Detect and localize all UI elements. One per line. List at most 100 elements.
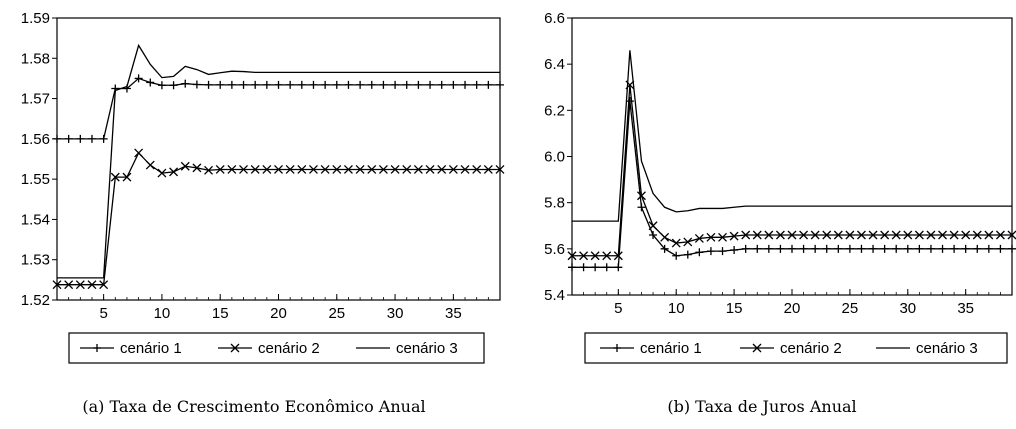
cross-marker <box>822 230 832 240</box>
plus-marker <box>857 244 866 253</box>
plus-marker <box>579 263 588 272</box>
plus-marker <box>753 244 762 253</box>
plus-marker <box>239 80 248 89</box>
cross-marker <box>437 165 447 174</box>
plus-marker <box>356 80 365 89</box>
plot-frame <box>56 17 501 301</box>
legend-label: cenário 1 <box>640 340 702 357</box>
plus-marker <box>718 247 727 256</box>
plus-marker <box>869 244 878 253</box>
cross-marker <box>671 238 681 248</box>
cross-marker <box>472 165 482 174</box>
chart-a-caption: (a) Taxa de Crescimento Econômico Anual <box>82 397 426 416</box>
plus-marker <box>157 81 166 90</box>
legend: cenário 1 cenário 2 cenário 3 <box>68 332 485 364</box>
cross-marker <box>903 230 913 240</box>
plus-marker <box>437 80 446 89</box>
series-3 <box>572 50 1012 222</box>
cross-marker <box>810 230 820 240</box>
plus-marker <box>764 244 773 253</box>
y-tick-label: 6.6 <box>544 10 565 27</box>
x-tick-label: 25 <box>842 300 859 317</box>
plus-marker <box>204 80 213 89</box>
y-tick-label: 1.59 <box>21 10 50 27</box>
plus-marker <box>367 80 376 89</box>
cross-marker <box>984 230 994 240</box>
cross-marker <box>145 160 155 170</box>
series-line <box>57 43 500 279</box>
legend-label: cenário 2 <box>258 340 320 357</box>
legend-box <box>584 332 1008 364</box>
x-tick-label: 5 <box>99 305 107 322</box>
plus-marker <box>227 80 236 89</box>
plus-marker <box>87 134 96 143</box>
cross-marker <box>683 237 693 247</box>
cross-marker <box>413 165 423 174</box>
cross-marker <box>648 221 658 231</box>
cross-marker <box>972 230 982 240</box>
cross-marker <box>157 168 167 178</box>
y-tick-label: 1.52 <box>21 292 50 309</box>
chart-b-caption: (b) Taxa de Juros Anual <box>667 397 857 416</box>
plus-marker <box>625 97 634 106</box>
cross-marker <box>729 231 739 241</box>
cross-marker <box>868 230 878 240</box>
y-tick-label: 1.57 <box>21 91 50 108</box>
cross-marker <box>845 230 855 240</box>
plus-marker <box>591 263 600 272</box>
cross-marker <box>833 230 843 240</box>
y-tick-label: 6.4 <box>544 56 565 73</box>
cross-marker <box>938 230 947 240</box>
y-tick-label: 5.8 <box>544 195 565 212</box>
series-2 <box>52 148 505 290</box>
x-tick-label: 20 <box>270 305 287 322</box>
cross-marker <box>192 163 202 173</box>
legend-box <box>68 332 485 364</box>
cross-marker <box>448 165 458 174</box>
plus-marker <box>449 80 458 89</box>
plus-marker <box>344 80 353 89</box>
cross-marker <box>262 165 272 174</box>
plus-marker <box>309 80 318 89</box>
cross-marker <box>857 230 866 240</box>
cross-marker <box>367 165 377 174</box>
plus-marker <box>834 244 843 253</box>
chart-panel-a: 1.52 1.53 1.54 1.55 1.56 1.57 1.58 1.59 5 10 15 20 2… <box>21 10 505 416</box>
plus-marker <box>672 251 681 260</box>
plus-marker <box>811 244 820 253</box>
legend-label: cenário 3 <box>916 340 978 357</box>
x-tick-label: 5 <box>614 300 622 317</box>
legend-label: cenário 3 <box>396 340 458 357</box>
plus-marker <box>391 80 400 89</box>
plus-marker <box>379 80 388 89</box>
cross-marker <box>590 251 600 261</box>
cross-marker <box>75 280 85 290</box>
cross-marker <box>250 165 260 174</box>
plus-marker <box>984 244 993 253</box>
cross-marker <box>495 165 505 174</box>
cross-marker <box>579 251 589 261</box>
x-tick-label: 20 <box>784 300 801 317</box>
series-3 <box>57 43 500 279</box>
cross-marker <box>483 165 493 174</box>
cross-marker <box>891 230 901 240</box>
plus-marker <box>402 80 411 89</box>
cross-marker <box>460 165 470 174</box>
cross-marker <box>122 172 132 182</box>
plus-marker <box>822 244 831 253</box>
cross-marker <box>914 230 924 240</box>
cross-marker <box>949 230 959 240</box>
x-tick-label: 35 <box>445 305 462 322</box>
plus-marker <box>788 244 796 253</box>
plus-marker <box>216 80 225 89</box>
plus-marker <box>776 244 785 253</box>
cross-marker <box>567 251 577 261</box>
x-tick-label: 30 <box>899 300 916 317</box>
cross-marker <box>274 165 283 174</box>
cross-marker <box>775 230 785 240</box>
cross-marker <box>752 230 762 240</box>
plus-marker <box>169 81 178 90</box>
plus-marker <box>64 134 73 143</box>
plus-marker <box>93 344 101 352</box>
x-tick-label: 15 <box>726 300 743 317</box>
